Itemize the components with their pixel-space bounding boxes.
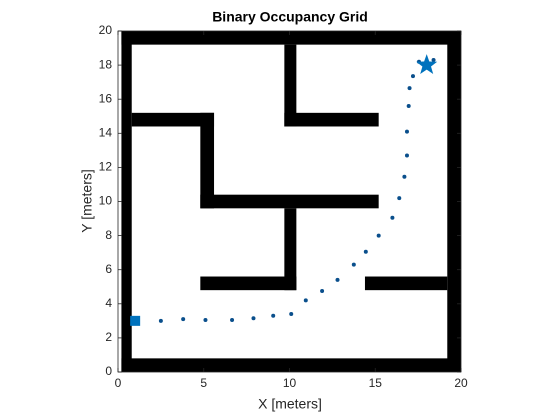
y-tick-label: 20 — [99, 23, 113, 37]
obstacle — [200, 112, 215, 209]
path-point — [397, 196, 402, 201]
obstacle — [364, 276, 448, 291]
y-tick-label: 18 — [99, 57, 113, 71]
obstacle — [121, 31, 132, 372]
start-marker — [130, 315, 141, 326]
x-axis-label: X [meters] — [258, 396, 322, 412]
y-tick-label: 2 — [105, 330, 112, 344]
path-point — [251, 316, 256, 321]
path-point — [363, 249, 368, 254]
path-point — [410, 74, 415, 79]
obstacle — [284, 208, 297, 291]
x-tick-label: 20 — [454, 376, 468, 390]
path-point — [351, 262, 356, 267]
path-point — [390, 215, 395, 220]
x-tick-label: 5 — [200, 376, 207, 390]
path-point — [376, 233, 381, 238]
obstacle — [121, 358, 462, 372]
path-point — [181, 317, 186, 322]
goal-marker — [416, 54, 438, 74]
y-tick-label: 16 — [99, 91, 113, 105]
y-tick-label: 4 — [105, 296, 112, 310]
path-point — [230, 317, 235, 322]
path-point — [407, 86, 412, 91]
path-point — [404, 129, 409, 134]
obstacle — [284, 44, 297, 127]
obstacle — [131, 112, 215, 127]
obstacle — [200, 194, 379, 209]
obstacle — [447, 31, 461, 372]
y-tick-label: 12 — [99, 160, 113, 174]
x-tick-label: 15 — [369, 376, 383, 390]
x-tick-label: 0 — [115, 376, 122, 390]
path-point — [320, 289, 325, 294]
path-point — [406, 104, 411, 109]
path-point — [289, 312, 294, 317]
obstacle — [284, 112, 379, 127]
path-point — [402, 174, 407, 179]
y-tick-label: 6 — [105, 262, 112, 276]
path-point — [203, 317, 208, 322]
path-point — [158, 318, 163, 323]
path-point — [335, 277, 340, 282]
y-tick-label: 0 — [105, 364, 112, 378]
y-tick-label: 10 — [99, 194, 113, 208]
path-point — [271, 313, 276, 318]
path-point — [431, 57, 436, 62]
y-axis-label: Y [meters] — [79, 169, 95, 233]
x-tick-label: 10 — [283, 376, 297, 390]
chart-title: Binary Occupancy Grid — [212, 9, 368, 25]
obstacle — [200, 276, 297, 291]
y-tick-label: 8 — [105, 228, 112, 242]
path-point — [404, 153, 409, 158]
path-point — [303, 298, 308, 303]
obstacle — [121, 31, 462, 45]
y-tick-label: 14 — [99, 125, 113, 139]
